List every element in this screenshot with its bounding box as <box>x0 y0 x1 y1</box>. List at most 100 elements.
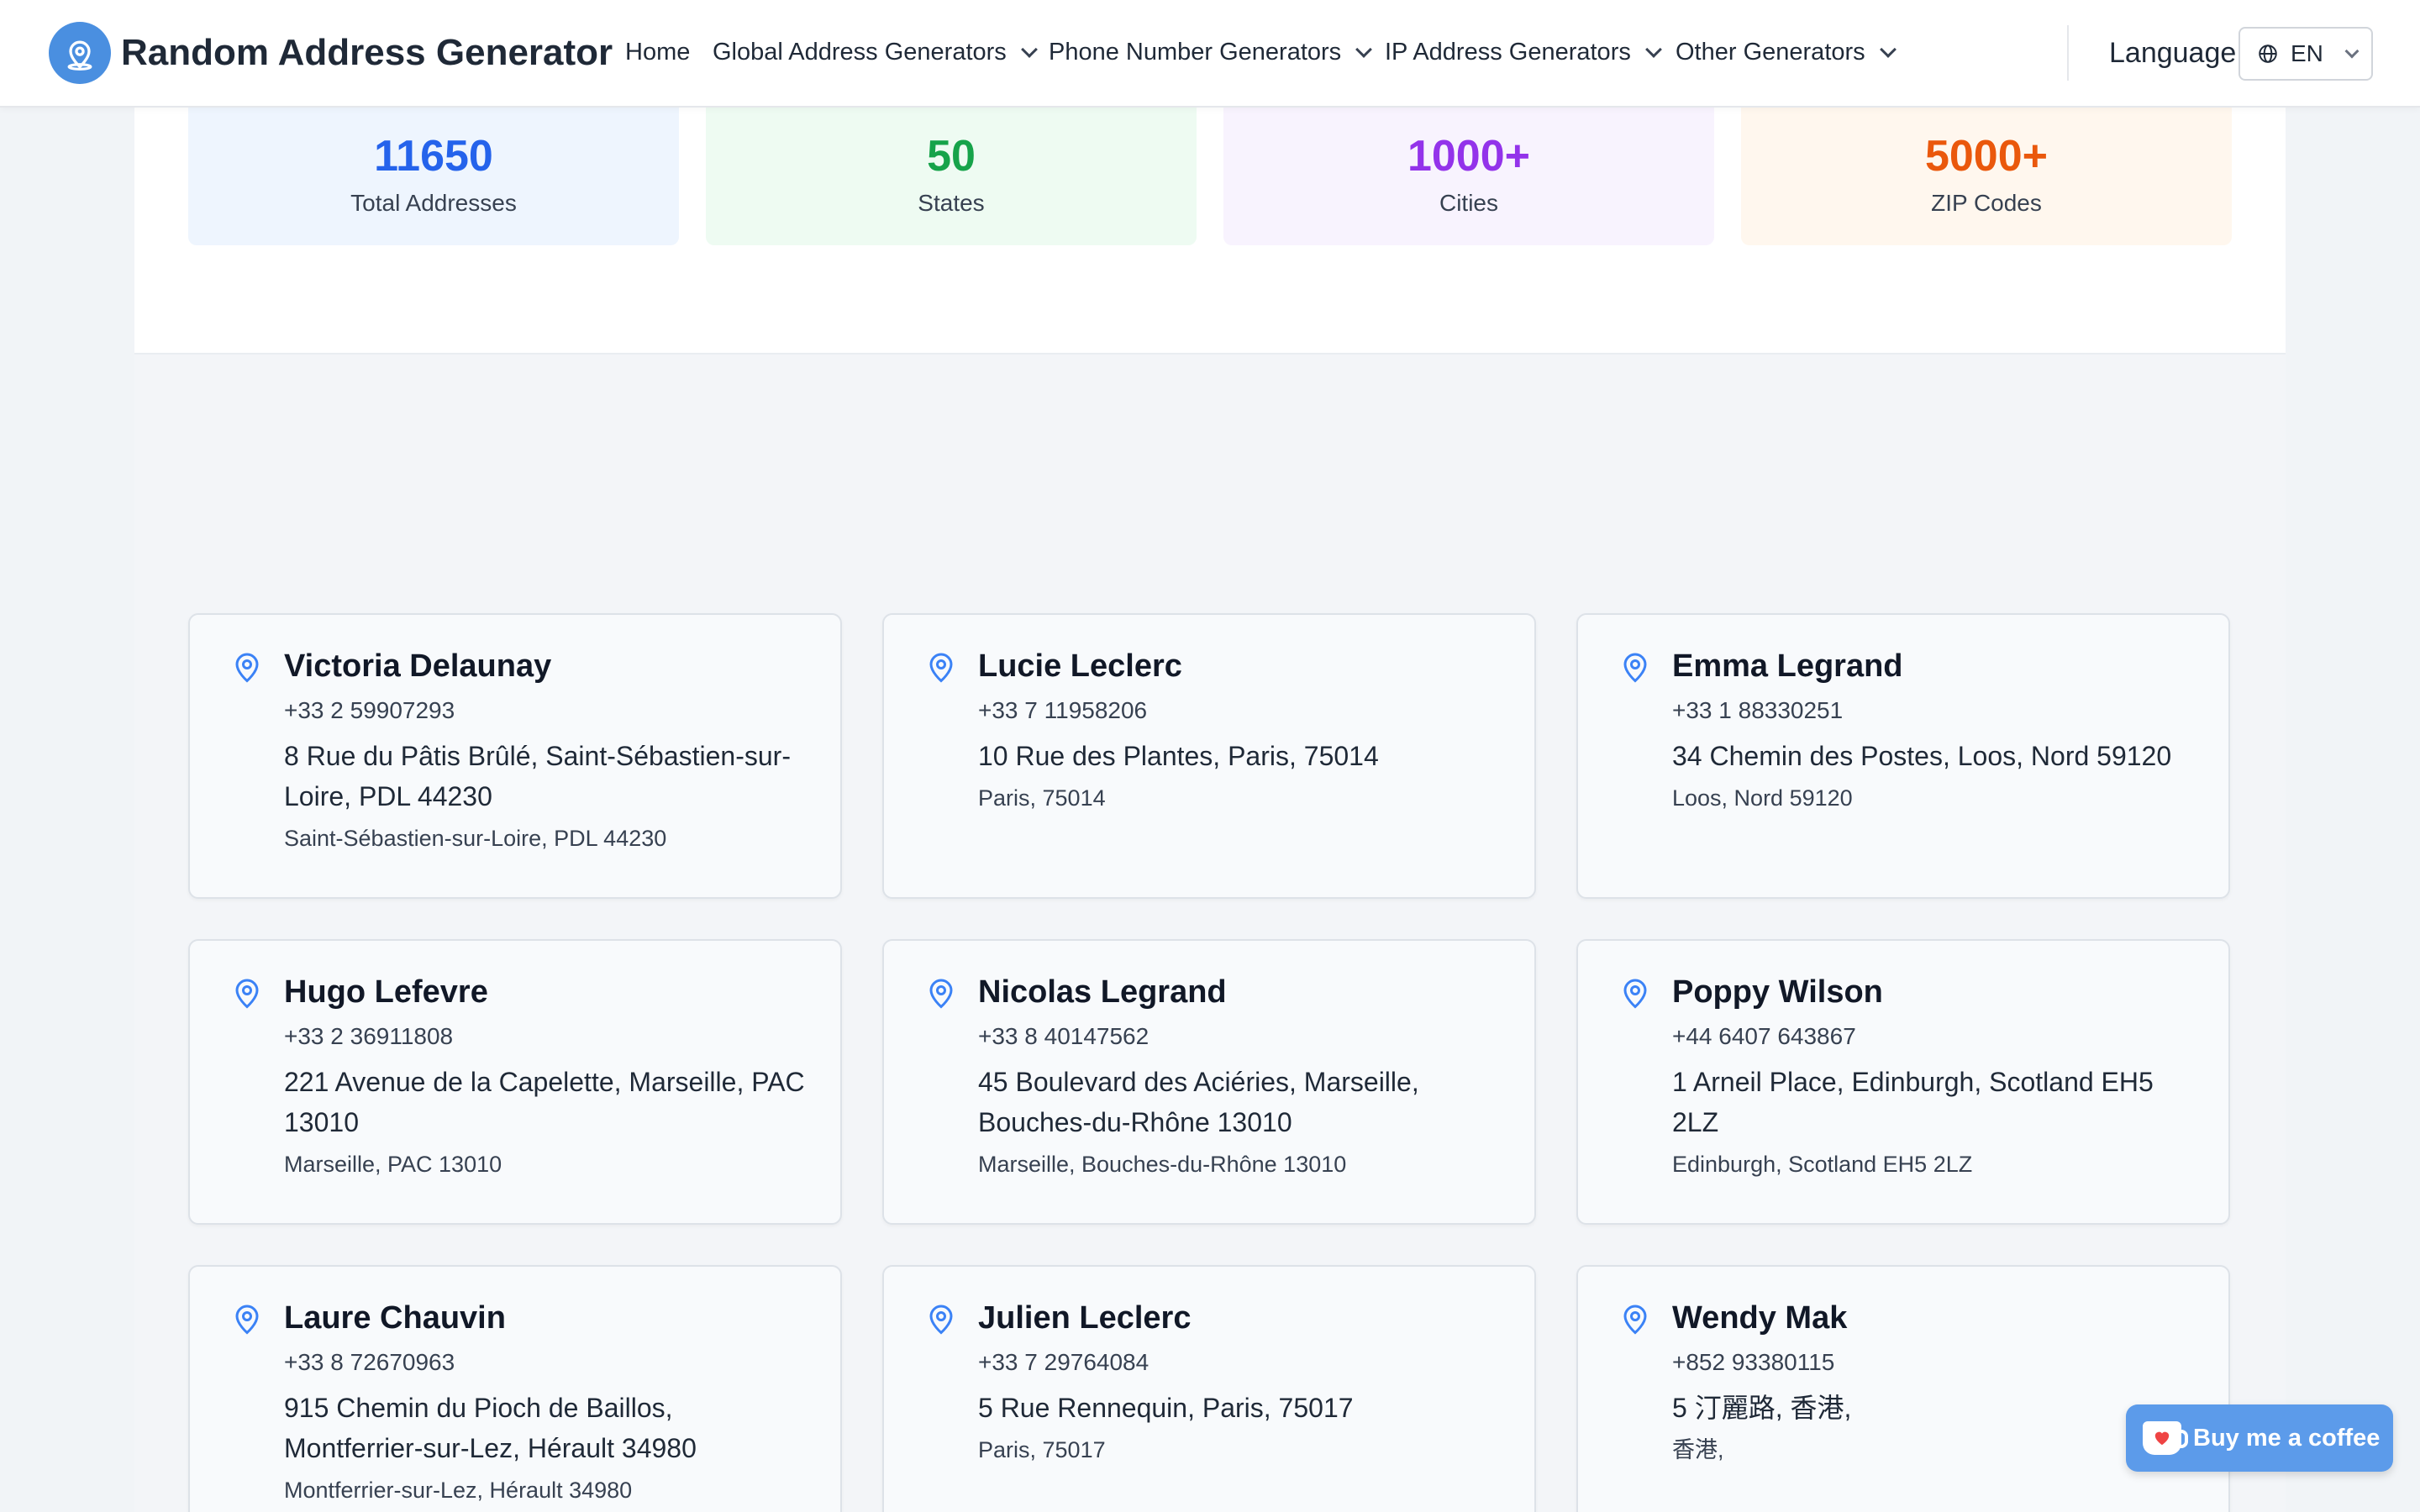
card-address-block: 1 Arneil Place, Edinburgh, Scotland EH5 … <box>1672 1062 2202 1181</box>
chevron-down-icon <box>1644 40 1662 58</box>
card-city: 香港, <box>1672 1437 1724 1462</box>
coffee-cup-icon <box>2143 1421 2188 1455</box>
coffee-button-label: Buy me a coffee <box>2193 1424 2381 1452</box>
card-city: Paris, 75014 <box>978 785 1106 811</box>
card-address: 1 Arneil Place, Edinburgh, Scotland EH5 … <box>1672 1067 2154 1137</box>
chevron-down-icon <box>1879 40 1897 58</box>
card-city: Loos, Nord 59120 <box>1672 785 1853 811</box>
nav-ip-address-label: IP Address Generators <box>1385 39 1631 66</box>
card-address: 8 Rue du Pâtis Brûlé, Saint-Sébastien-su… <box>284 741 791 811</box>
card-name: Lucie Leclerc <box>978 648 1182 684</box>
card-address: 915 Chemin du Pioch de Baillos, Montferr… <box>284 1393 697 1463</box>
map-pin-icon <box>235 653 259 683</box>
card-city: Paris, 75017 <box>978 1437 1106 1462</box>
address-card[interactable]: Lucie Leclerc +33 7 11958206 10 Rue des … <box>882 613 1536 899</box>
card-phone: +33 1 88330251 <box>1672 697 1844 723</box>
language-select[interactable]: EN <box>2238 27 2373 81</box>
card-phone: +33 7 29764084 <box>978 1349 1150 1375</box>
card-address-block: 5 Rue Rennequin, Paris, 75017 Paris, 750… <box>978 1388 1507 1467</box>
card-phone: +33 8 40147562 <box>978 1023 1150 1049</box>
nav-other-label: Other Generators <box>1676 39 1865 66</box>
card-phone: +33 8 72670963 <box>284 1349 455 1375</box>
stats-panel: 11650 Total Addresses 50 States 1000+ Ci… <box>134 108 2286 354</box>
address-card[interactable]: Victoria Delaunay +33 2 59907293 8 Rue d… <box>188 613 842 899</box>
card-phone: +33 7 11958206 <box>978 697 1148 723</box>
card-name: Poppy Wilson <box>1672 974 1883 1010</box>
header-divider <box>2067 25 2069 81</box>
stat-label: States <box>918 190 985 216</box>
map-pin-icon <box>235 979 259 1009</box>
card-name: Julien Leclerc <box>978 1300 1192 1336</box>
card-name: Hugo Lefevre <box>284 974 488 1010</box>
card-address: 45 Boulevard des Aciéries, Marseille, Bo… <box>978 1067 1419 1137</box>
map-pin-icon <box>929 979 953 1009</box>
stat-value: 1000+ <box>1407 132 1531 181</box>
card-address-block: 34 Chemin des Postes, Loos, Nord 59120 L… <box>1672 736 2202 815</box>
address-card[interactable]: Poppy Wilson +44 6407 643867 1 Arneil Pl… <box>1576 939 2230 1225</box>
card-address: 10 Rue des Plantes, Paris, 75014 <box>978 741 1379 771</box>
stat-states: 50 States <box>706 108 1197 245</box>
card-address-block: 5 汀麗路, 香港, 香港, <box>1672 1388 2202 1467</box>
card-name: Nicolas Legrand <box>978 974 1227 1010</box>
card-city: Marseille, PAC 13010 <box>284 1152 502 1177</box>
card-city: Edinburgh, Scotland EH5 2LZ <box>1672 1152 1973 1177</box>
stat-value: 50 <box>927 132 976 181</box>
nav-ip-address-generators[interactable]: IP Address Generators <box>1385 39 1662 66</box>
address-card[interactable]: Hugo Lefevre +33 2 36911808 221 Avenue d… <box>188 939 842 1225</box>
card-address-block: 10 Rue des Plantes, Paris, 75014 Paris, … <box>978 736 1507 815</box>
card-phone: +44 6407 643867 <box>1672 1023 1856 1049</box>
location-logo-icon[interactable] <box>49 22 111 84</box>
card-address: 5 汀麗路, 香港, <box>1672 1393 1852 1423</box>
language-label: Language <box>2109 37 2237 69</box>
buy-me-a-coffee-button[interactable]: Buy me a coffee <box>2126 1404 2393 1472</box>
card-name: Laure Chauvin <box>284 1300 506 1336</box>
nav-home-label: Home <box>625 39 691 66</box>
nav-home[interactable]: Home <box>625 39 690 66</box>
card-city: Marseille, Bouches-du-Rhône 13010 <box>978 1152 1347 1177</box>
card-address: 34 Chemin des Postes, Loos, Nord 59120 <box>1672 741 2172 771</box>
stat-value: 11650 <box>374 132 493 181</box>
card-city: Saint-Sébastien-sur-Loire, PDL 44230 <box>284 826 667 851</box>
chevron-down-icon <box>2344 44 2360 59</box>
card-address-block: 8 Rue du Pâtis Brûlé, Saint-Sébastien-su… <box>284 736 813 855</box>
card-name: Wendy Mak <box>1672 1300 1848 1336</box>
stat-label: Total Addresses <box>350 190 517 216</box>
map-pin-icon <box>1623 653 1647 683</box>
card-name: Victoria Delaunay <box>284 648 552 684</box>
address-card[interactable]: Laure Chauvin +33 8 72670963 915 Chemin … <box>188 1265 842 1512</box>
globe-icon <box>2259 45 2277 63</box>
nav-global-address-label: Global Address Generators <box>713 39 1007 66</box>
stat-label: ZIP Codes <box>1931 190 2042 216</box>
address-card[interactable]: Wendy Mak +852 93380115 5 汀麗路, 香港, 香港, <box>1576 1265 2230 1512</box>
address-card[interactable]: Julien Leclerc +33 7 29764084 5 Rue Renn… <box>882 1265 1536 1512</box>
address-card[interactable]: Nicolas Legrand +33 8 40147562 45 Boulev… <box>882 939 1536 1225</box>
stat-total-addresses: 11650 Total Addresses <box>188 108 679 245</box>
map-pin-icon <box>1623 1305 1647 1335</box>
card-address-block: 221 Avenue de la Capelette, Marseille, P… <box>284 1062 813 1181</box>
card-address-block: 915 Chemin du Pioch de Baillos, Montferr… <box>284 1388 813 1507</box>
nav-phone-number-generators[interactable]: Phone Number Generators <box>1049 39 1373 66</box>
card-address-block: 45 Boulevard des Aciéries, Marseille, Bo… <box>978 1062 1507 1181</box>
chevron-down-icon <box>1020 40 1038 58</box>
card-city: Montferrier-sur-Lez, Hérault 34980 <box>284 1478 633 1503</box>
stat-zip-codes: 5000+ ZIP Codes <box>1741 108 2232 245</box>
map-pin-icon <box>929 1305 953 1335</box>
card-name: Emma Legrand <box>1672 648 1903 684</box>
map-pin-icon <box>1623 979 1647 1009</box>
site-header: Random Address Generator Home Global Add… <box>0 0 2420 108</box>
card-address: 221 Avenue de la Capelette, Marseille, P… <box>284 1067 805 1137</box>
brand-title[interactable]: Random Address Generator <box>121 32 613 73</box>
nav-phone-number-label: Phone Number Generators <box>1049 39 1342 66</box>
nav-global-address-generators[interactable]: Global Address Generators <box>713 39 1038 66</box>
card-phone: +33 2 59907293 <box>284 697 455 723</box>
card-phone: +852 93380115 <box>1672 1349 1835 1375</box>
chevron-down-icon <box>1355 40 1373 58</box>
card-address: 5 Rue Rennequin, Paris, 75017 <box>978 1393 1354 1423</box>
stat-label: Cities <box>1439 190 1498 216</box>
card-phone: +33 2 36911808 <box>284 1023 454 1049</box>
stat-cities: 1000+ Cities <box>1223 108 1714 245</box>
map-pin-icon <box>235 1305 259 1335</box>
language-value: EN <box>2291 40 2323 66</box>
nav-other-generators[interactable]: Other Generators <box>1676 39 1897 66</box>
address-card[interactable]: Emma Legrand +33 1 88330251 34 Chemin de… <box>1576 613 2230 899</box>
